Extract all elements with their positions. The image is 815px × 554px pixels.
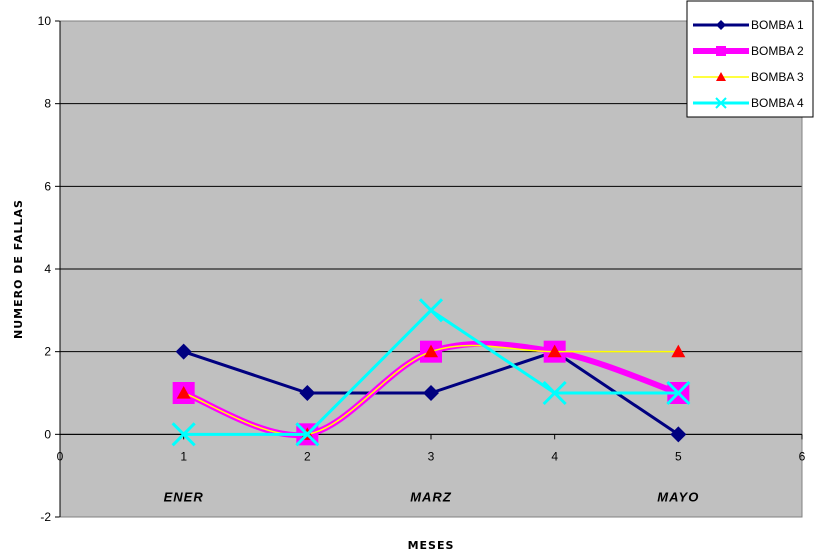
x-tick-label: 2 — [304, 449, 311, 463]
x-axis-title: MESES — [408, 539, 455, 552]
marker-stroke — [418, 298, 444, 323]
data-point — [547, 344, 562, 358]
y-tick-label: 2 — [44, 345, 51, 359]
x-tick-label: 4 — [551, 449, 558, 463]
axes — [55, 20, 803, 518]
y-tick-label: 0 — [44, 427, 51, 441]
data-point — [424, 344, 438, 358]
legend-marker — [716, 46, 726, 56]
x-tick-label: 0 — [57, 449, 64, 463]
legend-label: BOMBA 2 — [751, 44, 804, 58]
month-labels: ENER MARZ MAYO — [164, 489, 699, 504]
data-point — [175, 343, 192, 360]
month-label: MAYO — [657, 489, 699, 504]
legend-marker — [715, 97, 727, 109]
series-bomba-3 — [176, 344, 686, 440]
marker-stroke — [666, 380, 691, 406]
data-point — [670, 426, 687, 443]
x-tick-labels: 0 1 2 3 4 5 6 — [57, 449, 806, 463]
legend-marker — [716, 72, 726, 81]
y-tick-label: 10 — [38, 14, 52, 28]
data-point — [176, 386, 191, 399]
data-point — [295, 422, 320, 447]
legend-item-bomba-3: BOMBA 3 — [693, 70, 804, 84]
data-point — [418, 298, 444, 323]
data-point — [171, 422, 196, 447]
y-tick-label: 4 — [44, 262, 51, 276]
y-axis-title: NUMERO DE FALLAS — [12, 199, 25, 339]
month-label: ENER — [164, 489, 204, 504]
legend-label: BOMBA 1 — [751, 18, 804, 32]
legend-item-bomba-1: BOMBA 1 — [693, 18, 804, 32]
x-tick-label: 6 — [799, 449, 806, 463]
x-tick-label: 3 — [428, 449, 435, 463]
marker-stroke — [715, 97, 727, 109]
data-point — [666, 380, 691, 406]
y-tick-label: 6 — [44, 179, 51, 193]
x-tick-label: 1 — [180, 449, 187, 463]
legend-item-bomba-2: BOMBA 2 — [693, 44, 804, 58]
x-tick-label: 5 — [675, 449, 682, 463]
legend-marker — [716, 20, 726, 30]
data-point — [423, 385, 439, 401]
month-label: MARZ — [410, 489, 452, 504]
y-tick-label: -2 — [40, 510, 51, 524]
series-bomba-4 — [171, 298, 691, 447]
data-point — [299, 385, 316, 401]
y-tick-labels: -2 0 2 4 6 8 10 — [38, 14, 52, 524]
legend-item-bomba-4: BOMBA 4 — [693, 96, 804, 110]
legend-label: BOMBA 4 — [751, 96, 804, 110]
legend: BOMBA 1 BOMBA 2 BOMBA 3 BOMBA 4 — [686, 0, 814, 118]
legend-label: BOMBA 3 — [751, 70, 804, 84]
series-group — [171, 298, 691, 447]
data-point — [671, 344, 686, 358]
legend-box — [686, 0, 814, 118]
data-point — [542, 380, 567, 406]
marker-stroke — [171, 422, 196, 447]
marker-stroke — [542, 380, 567, 406]
y-tick-label: 8 — [44, 97, 51, 111]
marker-stroke — [295, 422, 320, 447]
